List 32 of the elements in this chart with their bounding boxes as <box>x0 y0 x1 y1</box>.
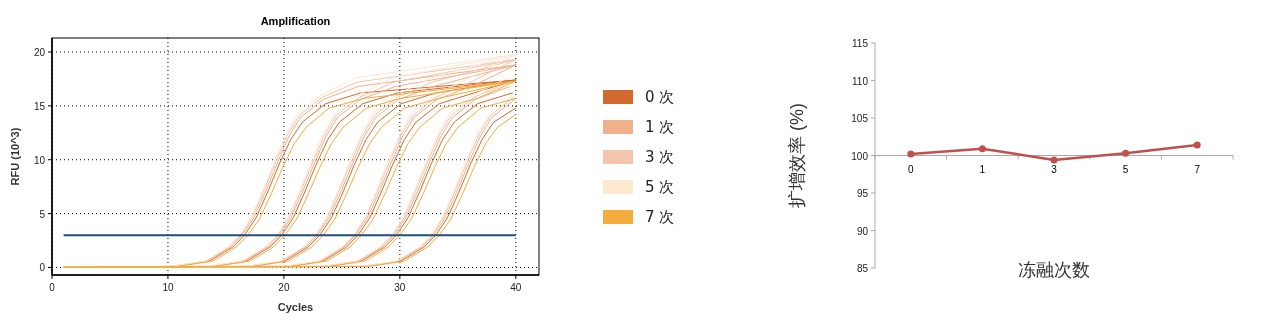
x-tick-label: 7 <box>1194 163 1201 175</box>
legend-label: 1 次 <box>645 118 675 136</box>
x-axis-title: 冻融次数 <box>1018 260 1090 280</box>
x-tick-label: 1 <box>979 163 986 175</box>
x-tick-label: 10 <box>162 282 174 293</box>
x-tick-label: 30 <box>394 282 406 293</box>
y-tick-label: 90 <box>856 225 869 237</box>
x-tick-label: 5 <box>1122 163 1129 175</box>
legend-label: 0 次 <box>645 88 675 106</box>
x-tick-label: 0 <box>908 163 915 175</box>
y-tick-label: 105 <box>851 113 869 124</box>
x-axis-title: Cycles <box>277 301 314 313</box>
y-axis-title: 扩增效率 (%) <box>787 103 807 208</box>
legend-label: 3 次 <box>645 148 675 166</box>
y-tick-label: 5 <box>39 208 46 220</box>
y-tick-label: 85 <box>856 263 869 274</box>
y-tick-label: 95 <box>856 188 869 199</box>
y-tick-label: 100 <box>851 150 869 162</box>
y-tick-label: 10 <box>33 154 46 166</box>
x-tick-label: 3 <box>1051 163 1058 175</box>
y-tick-label: 115 <box>852 38 869 49</box>
chart-title: Amplification <box>260 15 331 27</box>
x-tick-label: 20 <box>278 282 290 293</box>
x-tick-label: 40 <box>510 282 522 293</box>
x-tick-label: 0 <box>49 282 56 293</box>
legend-label: 5 次 <box>645 178 675 196</box>
legend-label: 7 次 <box>645 208 675 226</box>
y-tick-label: 110 <box>852 75 869 87</box>
y-axis-title: RFU (10^3) <box>9 127 21 186</box>
y-tick-label: 0 <box>39 262 46 274</box>
y-tick-label: 15 <box>33 100 46 112</box>
y-tick-label: 20 <box>33 47 46 58</box>
